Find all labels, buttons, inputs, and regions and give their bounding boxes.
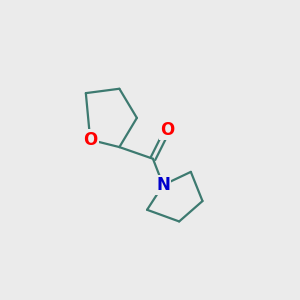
- Text: N: N: [156, 176, 170, 194]
- Text: O: O: [160, 121, 175, 139]
- Text: O: O: [83, 131, 97, 149]
